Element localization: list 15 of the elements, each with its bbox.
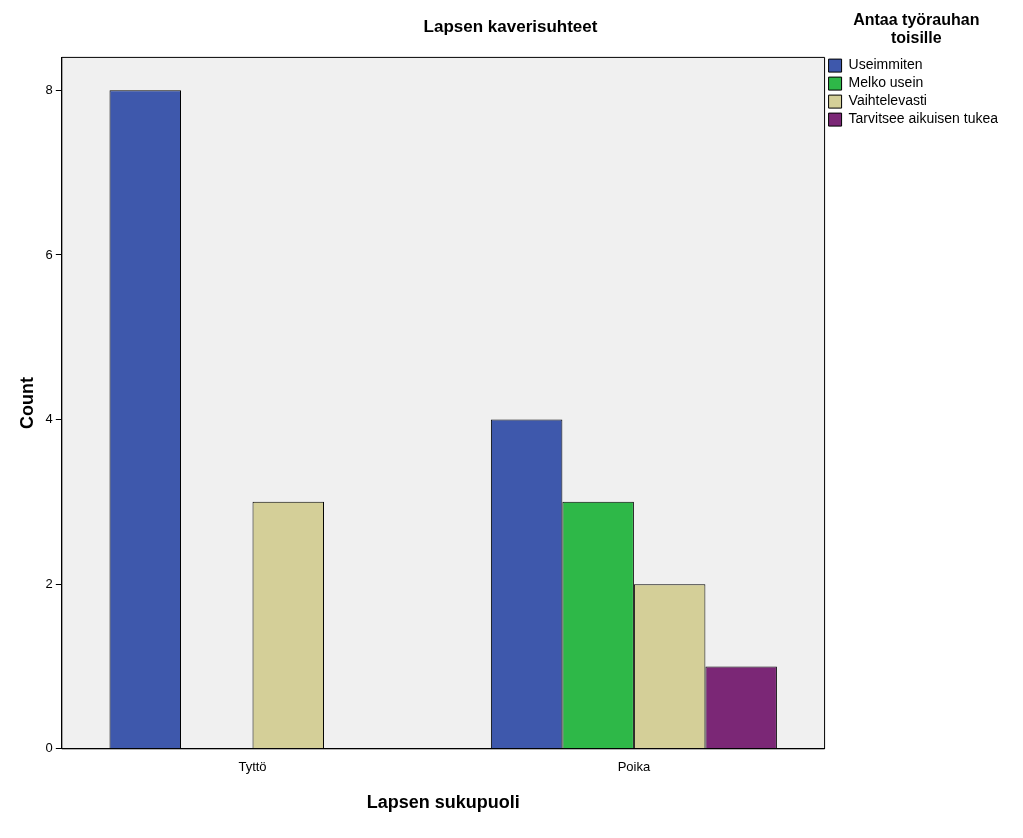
legend-label: Melko usein bbox=[848, 74, 924, 91]
legend-title: Antaa työrauhan toisille bbox=[853, 11, 980, 47]
y-axis-title: Count bbox=[16, 377, 37, 430]
y-tick-label: 2 bbox=[45, 575, 53, 591]
legend-label: Tarvitsee aikuisen tukea bbox=[848, 110, 999, 127]
legend-label: Vaihtelevasti bbox=[848, 92, 927, 109]
x-axis-title: Lapsen sukupuoli bbox=[366, 792, 520, 813]
y-tick-label: 6 bbox=[45, 246, 53, 262]
chart-title: Lapsen kaverisuhteet bbox=[423, 16, 598, 36]
y-tick-label: 0 bbox=[45, 740, 53, 756]
x-tick-label: Tyttö bbox=[238, 759, 267, 775]
legend-label: Useimmiten bbox=[848, 56, 923, 73]
y-tick-label: 8 bbox=[45, 81, 53, 97]
x-tick-label: Poika bbox=[617, 759, 651, 775]
y-tick-label: 4 bbox=[45, 411, 53, 427]
